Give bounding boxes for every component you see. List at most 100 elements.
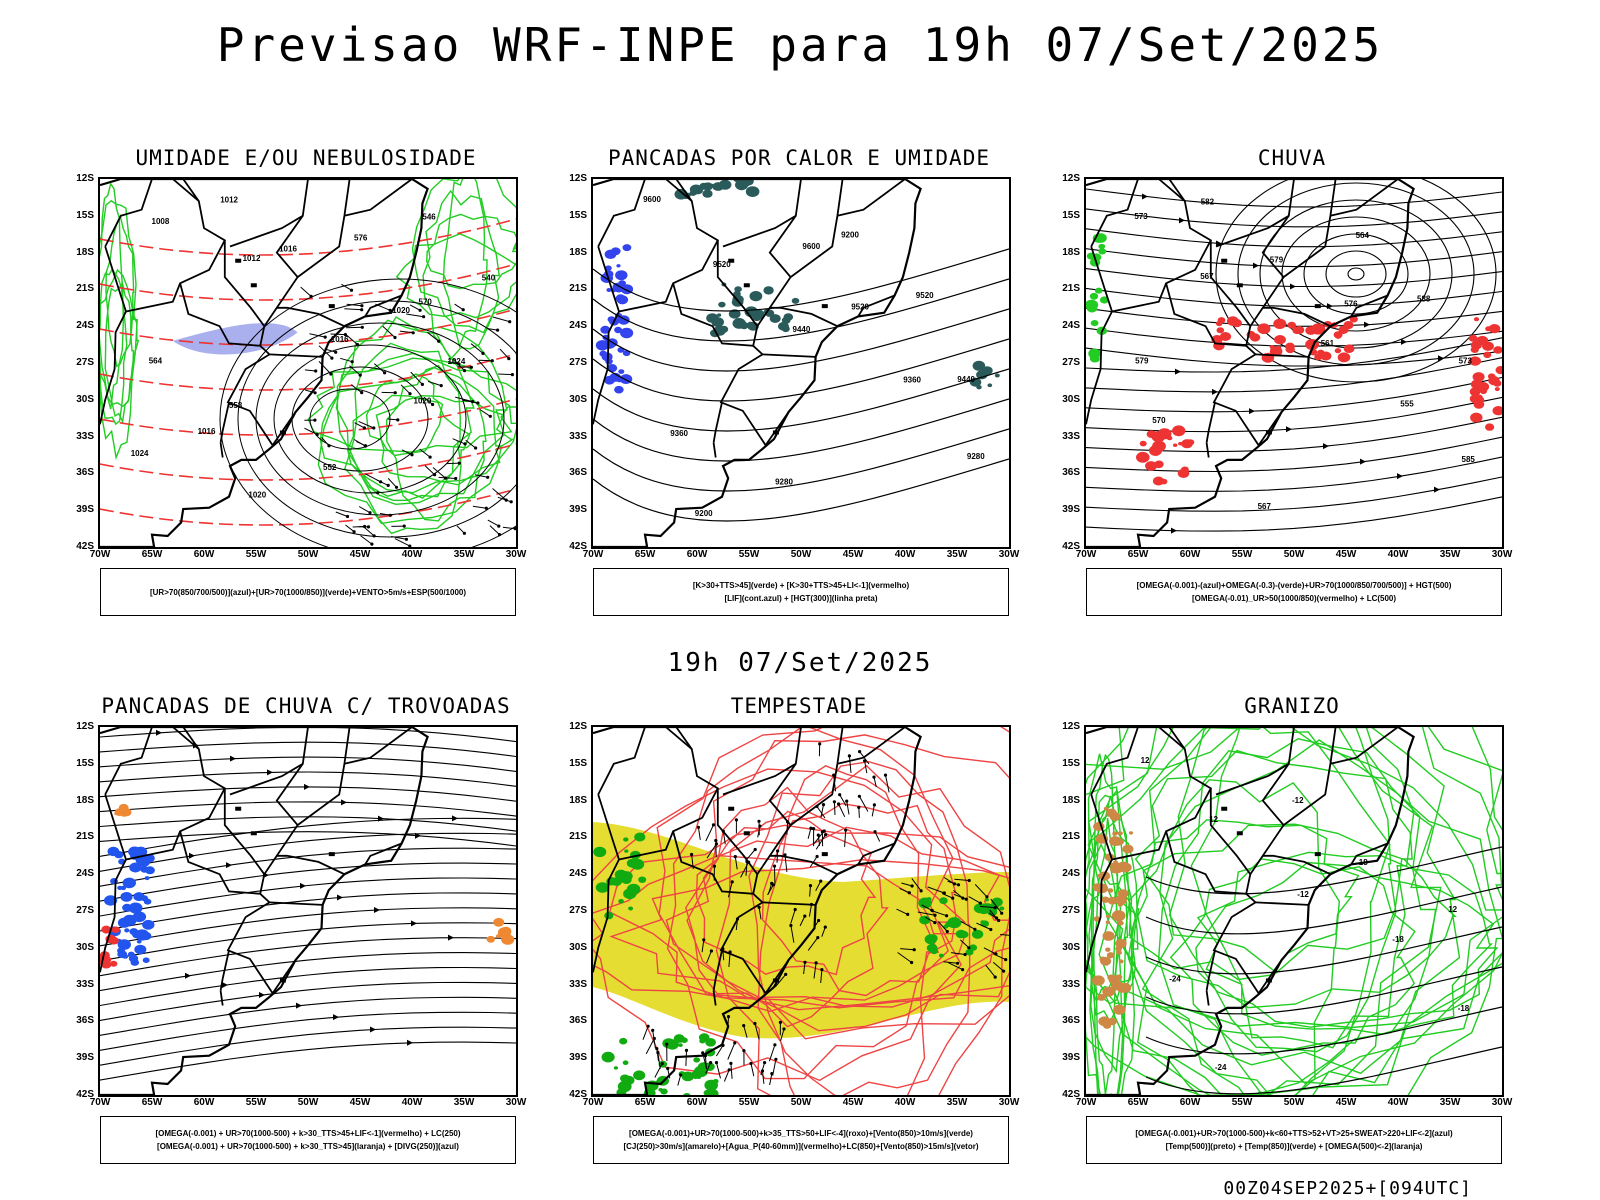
legend-box: [OMEGA(-0.001)+UR>70(1000-500)+k>35_TTS>… xyxy=(593,1116,1009,1164)
convective-area xyxy=(751,309,765,320)
legend-line: [K>30+TTS>45](verde) + [K>30+TTS>45+LI<-… xyxy=(692,581,910,590)
low-level-humidity-contour xyxy=(442,179,488,349)
wind-vector xyxy=(927,886,945,894)
contour-label: 579 xyxy=(1135,356,1149,365)
strong-omega-area xyxy=(1086,304,1098,313)
wind-vector-head xyxy=(837,802,841,806)
lon-tick-label: 30W xyxy=(998,1097,1020,1108)
lifted-index-contour xyxy=(614,385,624,394)
severe-convection-area xyxy=(109,960,118,967)
country-border xyxy=(364,294,402,317)
lon-tick-label: 65W xyxy=(634,549,656,560)
wind-vector-head xyxy=(872,775,876,779)
wind-vector xyxy=(786,821,789,835)
streamline-arrow xyxy=(1364,321,1370,328)
lat-tick-label: 15S xyxy=(569,209,587,221)
wind-vector xyxy=(499,348,510,359)
strong-wind-area xyxy=(969,944,978,951)
country-border xyxy=(219,402,230,443)
country-border xyxy=(1205,402,1216,443)
lon-tick-label: 70W xyxy=(89,549,111,560)
omega-500-area xyxy=(1107,888,1114,893)
strong-wind-area xyxy=(943,924,949,929)
country-border xyxy=(1215,215,1290,248)
wind-vector xyxy=(816,806,826,819)
contour-label: 540 xyxy=(482,274,496,283)
lon-tick-label: 35W xyxy=(946,549,968,560)
wind-vector-head xyxy=(418,308,422,312)
contour-label: 573 xyxy=(1459,357,1473,366)
omega-500-area xyxy=(1122,844,1134,854)
divergence-area xyxy=(120,892,133,902)
contour-label: 555 xyxy=(1400,400,1414,409)
wind-vector xyxy=(352,526,365,528)
rain-area xyxy=(1483,351,1492,358)
omega-500-area xyxy=(1097,993,1106,1001)
rain-area xyxy=(1311,323,1326,335)
streamline xyxy=(100,816,516,832)
lifted-index-contour xyxy=(620,327,634,339)
omega-500-area xyxy=(1116,838,1124,845)
convective-area xyxy=(718,301,726,308)
rain-area xyxy=(1145,461,1158,471)
rain-area xyxy=(1285,345,1295,354)
contour-label: 1012 xyxy=(220,196,238,205)
wind-vector-head xyxy=(329,372,333,376)
lon-tick-label: 55W xyxy=(738,549,760,560)
country-border xyxy=(219,442,224,458)
strong-wind-area xyxy=(626,883,641,895)
rain-area xyxy=(1469,356,1481,366)
streamline-arrow xyxy=(448,934,454,941)
wind-vector-head xyxy=(967,946,971,950)
wind-vector-head xyxy=(422,315,426,319)
country-border xyxy=(104,794,127,860)
country-border xyxy=(672,240,759,347)
streamline-arrow xyxy=(1397,473,1403,480)
lake-marker xyxy=(250,831,257,836)
country-border xyxy=(226,893,274,994)
rain-area xyxy=(1338,325,1349,334)
wind-vector xyxy=(896,908,908,915)
wind-vector xyxy=(345,524,355,533)
lat-tick-label: 21S xyxy=(76,283,94,295)
wind-vector-head xyxy=(815,854,819,859)
wind-vector xyxy=(846,801,850,815)
wind-vector-head xyxy=(702,938,706,942)
wind-vector-head xyxy=(349,288,354,292)
divergence-area xyxy=(138,933,147,940)
lat-tick-label: 15S xyxy=(76,209,94,221)
wind-vector xyxy=(335,511,348,517)
streamline-arrow xyxy=(1434,486,1440,493)
lat-tick-label: 15S xyxy=(76,757,94,769)
wind-vector-head xyxy=(817,918,821,923)
coastline xyxy=(1086,727,1415,1095)
wind-vector-head xyxy=(360,325,364,329)
wind-vector-head xyxy=(729,1061,733,1065)
streamline-arrow xyxy=(411,920,417,927)
wind-vector xyxy=(950,952,966,955)
lat-tick-label: 33S xyxy=(76,978,94,990)
wind-vector-head xyxy=(376,491,380,495)
wind-vector-head xyxy=(808,884,813,888)
omega-500-area xyxy=(1113,1004,1126,1015)
country-border xyxy=(593,311,620,425)
convection-area xyxy=(501,934,515,945)
wind-vector-head xyxy=(474,446,478,450)
wind-vector xyxy=(465,439,476,449)
lat-tick-label: 24S xyxy=(76,320,94,332)
country-border xyxy=(100,311,127,425)
contour-label: 1020 xyxy=(414,397,432,406)
lake-marker xyxy=(743,283,750,288)
wind-vector-head xyxy=(907,891,911,895)
wind-vector xyxy=(478,359,493,362)
lake-marker xyxy=(235,806,242,811)
country-border xyxy=(1205,950,1216,991)
wind-vector-head xyxy=(770,881,774,885)
country-border xyxy=(1111,727,1212,861)
wind-vector xyxy=(767,883,773,895)
wind-vector xyxy=(760,1062,766,1076)
low-level-humidity-contour xyxy=(317,366,503,525)
wind-vector-head xyxy=(753,1021,757,1026)
wind-vector-head xyxy=(985,895,989,899)
contour-label: 1016 xyxy=(198,427,216,436)
